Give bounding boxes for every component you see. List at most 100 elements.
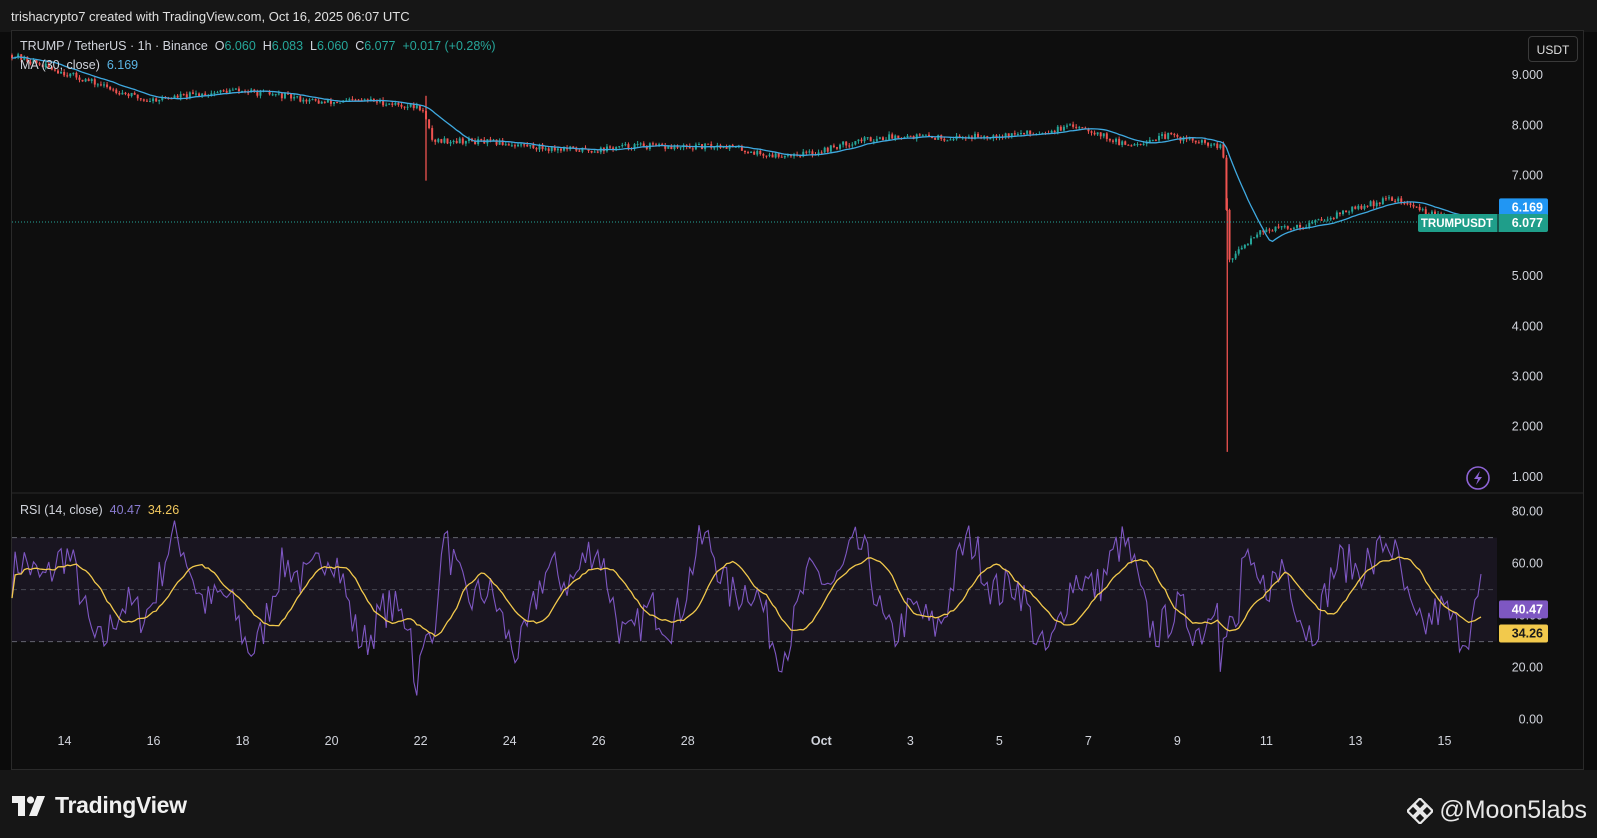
candle-body [290, 93, 293, 99]
candle-body [418, 105, 421, 111]
candle-body [621, 144, 624, 147]
rsi-ma-tag [1499, 624, 1548, 643]
candle-body [1108, 138, 1111, 141]
price-axis-label: 7.000 [1512, 169, 1543, 183]
candle-body [1154, 139, 1157, 141]
candle-body [326, 99, 329, 103]
candle-body [1026, 130, 1029, 134]
candle-body [388, 103, 391, 105]
price-candles [11, 52, 1482, 452]
candle-body [572, 146, 575, 148]
candle-body [1130, 145, 1133, 147]
candle-body [556, 148, 559, 151]
candle-body [1072, 124, 1075, 127]
candle-body [535, 148, 538, 150]
legend-o-label: O [214, 39, 225, 53]
candle-body [1176, 135, 1179, 137]
candle-body [1121, 141, 1124, 145]
candle-body [774, 153, 777, 158]
rsi-legend[interactable]: RSI (14, close) 40.47 34.26 [20, 503, 179, 517]
candle-body [78, 77, 81, 80]
candle-body [11, 55, 13, 59]
candle-body [271, 94, 274, 96]
candle-body [308, 99, 311, 102]
candle-body [1265, 229, 1268, 233]
candle-body [69, 73, 72, 77]
candle-body [1200, 140, 1203, 143]
candle-body [461, 138, 464, 144]
candle-body [973, 133, 976, 139]
candle-body [90, 79, 93, 82]
candle-body [759, 150, 762, 155]
rsi-axis-label: 0.00 [1519, 713, 1543, 727]
candle-body [492, 139, 495, 141]
time-axis-label: 13 [1349, 734, 1363, 748]
candle-body [931, 136, 934, 138]
candle-body [747, 152, 750, 154]
candle-body [679, 147, 682, 149]
candle-body [1320, 219, 1323, 221]
candle-body [287, 93, 290, 95]
legend-l-label: L [310, 39, 317, 53]
candle-body [658, 144, 661, 146]
candle-body [860, 139, 863, 142]
candle-body [1078, 127, 1081, 129]
candle-body [1075, 126, 1078, 128]
candle-body [891, 134, 894, 139]
candle-body [1093, 132, 1096, 135]
candle-body [1237, 249, 1240, 254]
candle-body [857, 139, 860, 142]
candle-body [431, 128, 434, 140]
candle-body [1023, 133, 1026, 135]
tradingview-logo-icon [12, 795, 45, 816]
candle-body [213, 92, 216, 94]
candle-body [1305, 226, 1308, 228]
candle-body [612, 147, 615, 150]
candle-body [550, 146, 553, 151]
candle-body [354, 99, 357, 101]
candle-body [1087, 128, 1090, 132]
candle-body [1360, 205, 1363, 209]
candle-body [771, 154, 774, 158]
candle-body [866, 137, 869, 139]
candle-body [740, 146, 743, 151]
candle-body [750, 151, 753, 153]
candle-body [489, 139, 492, 141]
candle-body [1259, 230, 1262, 235]
candle-body [32, 60, 35, 64]
candle-body [918, 134, 921, 136]
candle-body [323, 101, 326, 103]
candle-body [385, 104, 388, 106]
candle-body [593, 151, 596, 153]
candle-body [888, 134, 891, 140]
legend-open-value: 6.060 [224, 39, 256, 53]
candle-body [645, 147, 648, 149]
candle-body [1387, 197, 1390, 199]
candle-body [136, 94, 139, 99]
ma-price-tag-value: 6.169 [1512, 200, 1543, 214]
candle-body [1246, 244, 1249, 246]
time-axis-label: 3 [907, 734, 914, 748]
candle-body [1197, 142, 1200, 144]
candle-body [1381, 198, 1384, 205]
price-axis: 9.0008.0007.0006.0005.0004.0003.0002.000… [1512, 68, 1543, 484]
candle-body [786, 154, 789, 156]
candle-body [1145, 142, 1148, 144]
legend-close-value: 6.077 [364, 39, 396, 53]
candle-body [145, 100, 148, 102]
candle-body [480, 139, 483, 141]
candle-body [826, 147, 829, 152]
ma-legend[interactable]: MA (30, close) 6.169 [20, 58, 138, 72]
currency-button[interactable]: USDT [1528, 36, 1578, 62]
chart-canvas[interactable]: 9.0008.0007.0006.0005.0004.0003.0002.000… [0, 0, 1597, 770]
candle-body [949, 139, 952, 141]
tradingview-logo[interactable]: TradingView [12, 792, 187, 819]
candle-body [305, 99, 308, 102]
candle-body [234, 88, 237, 90]
chart-header: trishacrypto7 created with TradingView.c… [0, 0, 1597, 32]
time-axis-label: 5 [996, 734, 1003, 748]
candle-body [1277, 226, 1280, 228]
candle-body [1397, 198, 1400, 202]
rsi-axis-label: 20.00 [1512, 661, 1543, 675]
candle-body [1394, 200, 1397, 202]
